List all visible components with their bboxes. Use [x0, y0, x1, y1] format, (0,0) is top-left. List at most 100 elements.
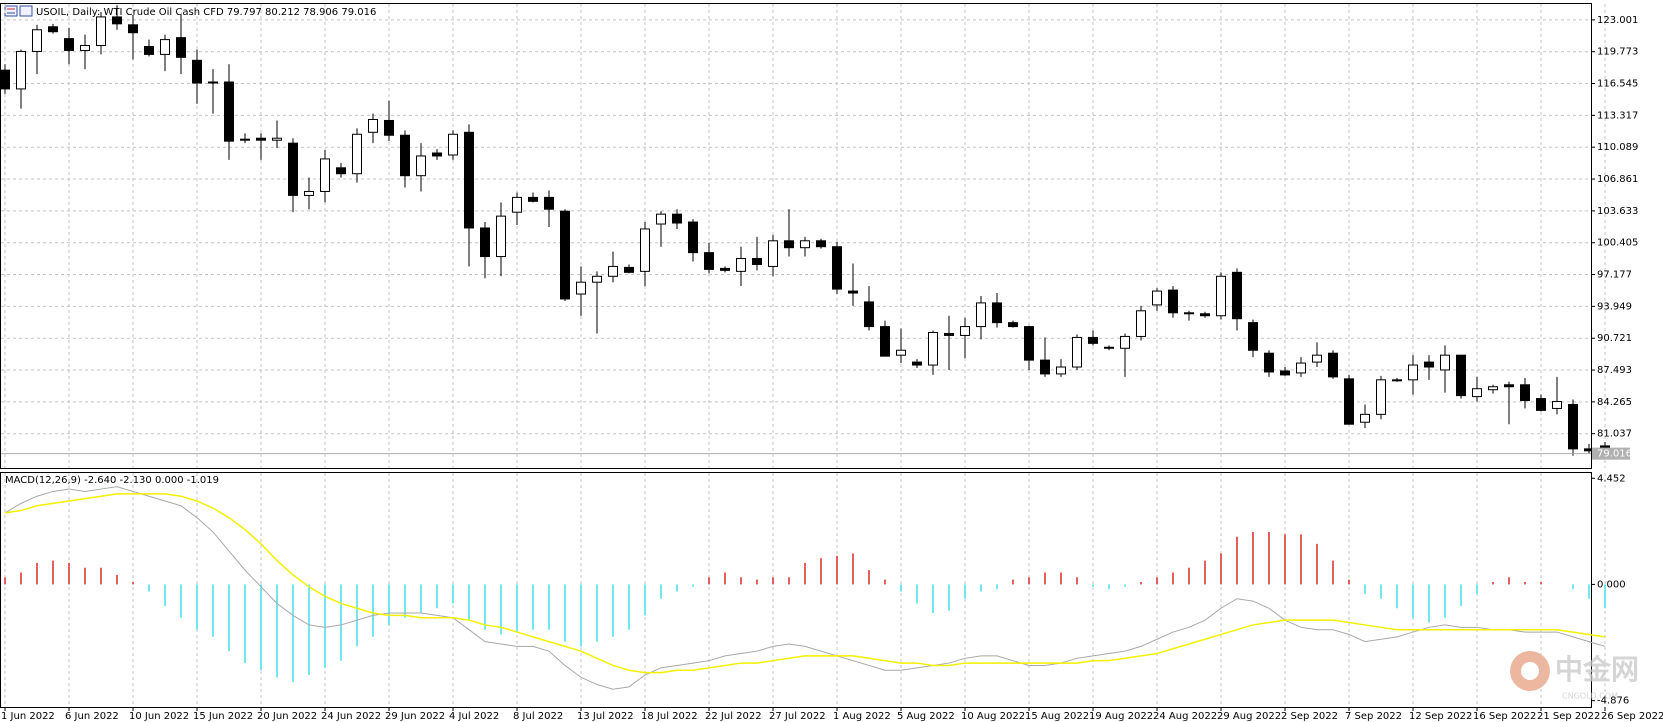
candle-body	[1056, 366, 1066, 375]
y-tick-label: 103.633	[1597, 206, 1638, 217]
candle-body	[96, 16, 106, 47]
y-tick-label: 93.949	[1597, 301, 1632, 312]
x-tick-label: 6 Jun 2022	[65, 711, 119, 722]
candle-body	[944, 332, 954, 336]
candle-body	[816, 240, 826, 248]
candle-body	[976, 302, 986, 328]
y-tick-label: -4.876	[1597, 696, 1629, 707]
candle-body	[576, 281, 586, 295]
candle-body	[1520, 384, 1530, 402]
candle-body	[1280, 370, 1290, 376]
y-tick-label: 0.000	[1597, 579, 1626, 590]
y-tick-label: 110.089	[1597, 142, 1638, 153]
candle-body	[0, 69, 10, 90]
y-tick-label: 100.405	[1597, 238, 1638, 249]
candle-body	[752, 258, 762, 265]
candle-body	[608, 265, 618, 277]
x-tick-label: 16 Sep 2022	[1473, 711, 1536, 722]
candle-body	[208, 81, 218, 84]
candle-body	[384, 119, 394, 136]
candle-body	[1088, 336, 1098, 344]
indicator-line	[4, 493, 1606, 674]
indicator-line	[4, 486, 1606, 690]
y-tick-label: 81.037	[1597, 429, 1632, 440]
candle-body	[1104, 346, 1114, 349]
candle-body	[1040, 359, 1050, 375]
candle-body	[1328, 352, 1338, 378]
candle-body	[1024, 326, 1034, 361]
candle-body	[480, 227, 490, 258]
x-tick-label: 5 Aug 2022	[897, 711, 955, 722]
x-tick-label: 12 Sep 2022	[1409, 711, 1472, 722]
candle-body	[240, 138, 250, 141]
x-tick-label: 24 Jun 2022	[321, 711, 381, 722]
x-tick-label: 18 Jul 2022	[641, 711, 698, 722]
candle-body	[80, 45, 90, 51]
candle-body	[352, 133, 362, 175]
candle-body	[624, 266, 634, 273]
y-tick-label: 116.545	[1597, 79, 1638, 90]
last-price-label: 79.016	[1597, 449, 1632, 460]
candle-body	[368, 118, 378, 133]
candle-body	[1344, 378, 1354, 425]
candle-body	[1248, 322, 1258, 351]
candle-body	[800, 240, 810, 249]
x-tick-label: 15 Aug 2022	[1025, 711, 1089, 722]
x-tick-label: 15 Jun 2022	[193, 711, 253, 722]
y-tick-label: 113.317	[1597, 110, 1638, 121]
candle-body	[1536, 398, 1546, 411]
candle-body	[1408, 364, 1418, 381]
x-tick-label: 29 Jun 2022	[385, 711, 445, 722]
x-tick-label: 8 Jul 2022	[513, 711, 563, 722]
x-tick-label: 20 Jun 2022	[257, 711, 317, 722]
watermark-subtitle: CNGOLD.COM	[1562, 692, 1618, 701]
candle-body	[1440, 354, 1450, 371]
candle-body	[880, 326, 890, 357]
candle-body	[1136, 310, 1146, 337]
candle-body	[1552, 401, 1562, 409]
candle-body	[832, 246, 842, 290]
candle-body	[784, 240, 794, 249]
candle-body	[688, 221, 698, 254]
candle-body	[1072, 336, 1082, 368]
candle-body	[256, 137, 266, 141]
chart-title: USOIL, Daily: WTI Crude Oil Cash CFD 79.…	[36, 7, 376, 18]
x-tick-label: 24 Aug 2022	[1153, 711, 1217, 722]
y-tick-label: 4.452	[1597, 473, 1626, 484]
candle-body	[848, 290, 858, 294]
x-tick-label: 22 Jul 2022	[705, 711, 762, 722]
candle-body	[560, 210, 570, 300]
candle-body	[112, 16, 122, 25]
candle-body	[128, 24, 138, 34]
candle-body	[1200, 313, 1210, 317]
candle-body	[704, 252, 714, 270]
candle-body	[1392, 379, 1402, 382]
candle-body	[1264, 352, 1274, 373]
candle-body	[544, 196, 554, 210]
x-tick-label: 21 Sep 2022	[1537, 711, 1600, 722]
candle-body	[1296, 362, 1306, 374]
y-tick-label: 119.773	[1597, 47, 1638, 58]
y-tick-label: 123.001	[1597, 15, 1638, 26]
candle-body	[272, 137, 282, 141]
candle-body	[1568, 403, 1578, 450]
x-tick-label: 13 Jul 2022	[577, 711, 634, 722]
candle-body	[656, 213, 666, 225]
candle-body	[496, 215, 506, 258]
y-tick-label: 106.861	[1597, 174, 1638, 185]
candle-body	[672, 213, 682, 224]
candle-body	[1504, 384, 1514, 388]
candle-body	[1232, 271, 1242, 320]
candle-body	[1184, 312, 1194, 315]
x-tick-label: 2 Sep 2022	[1281, 711, 1338, 722]
candle-body	[416, 155, 426, 177]
candle-body	[896, 349, 906, 356]
x-tick-label: 1 Aug 2022	[833, 711, 891, 722]
candle-body	[736, 258, 746, 272]
candle-body	[992, 302, 1002, 324]
x-tick-label: 27 Jul 2022	[769, 711, 826, 722]
candle-body	[160, 39, 170, 55]
candle-body	[1312, 354, 1322, 363]
candle-body	[1488, 386, 1498, 391]
candle-body	[288, 142, 298, 196]
